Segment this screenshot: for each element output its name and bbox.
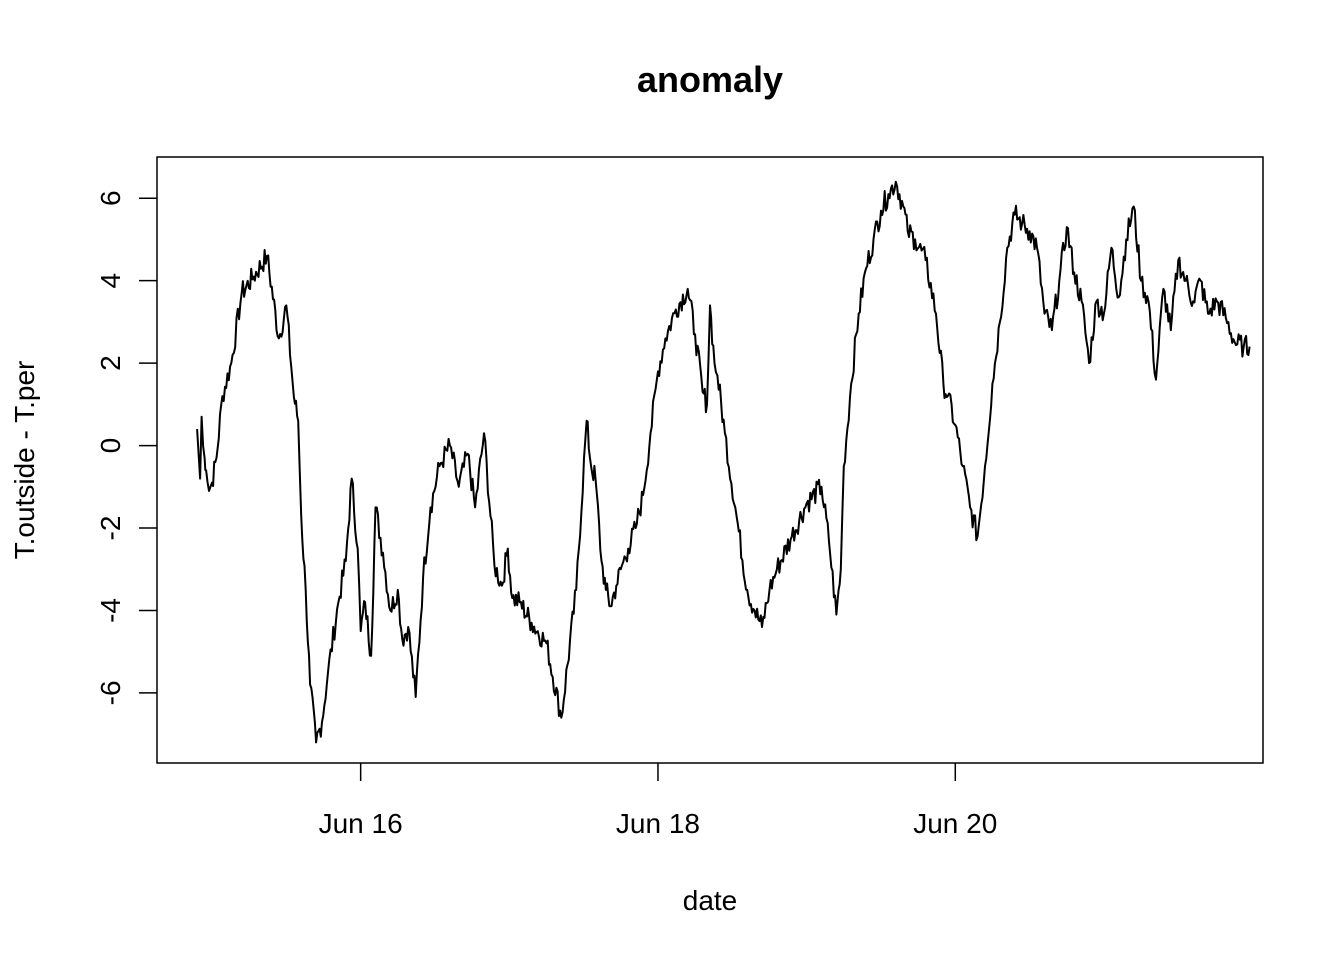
y-tick-label: 2 [95, 355, 126, 371]
y-axis: -6 -4 -2 0 2 4 6 [95, 190, 157, 705]
y-tick-label: 0 [95, 438, 126, 454]
plot-frame [156, 156, 1264, 764]
x-tick-label: Jun 18 [616, 808, 700, 839]
x-axis: Jun 16 Jun 18 Jun 20 [319, 763, 997, 839]
chart-title: anomaly [637, 59, 783, 100]
y-tick-label: 6 [95, 190, 126, 206]
series-line-anomaly [196, 180, 1251, 744]
y-tick-label: -2 [95, 516, 126, 541]
x-axis-label: date [683, 885, 738, 916]
x-tick-label: Jun 16 [319, 808, 403, 839]
y-tick-label: -6 [95, 680, 126, 705]
y-axis-label: T.outside - T.per [9, 361, 40, 560]
y-tick-label: 4 [95, 273, 126, 289]
x-tick-label: Jun 20 [913, 808, 997, 839]
y-tick-label: -4 [95, 598, 126, 623]
